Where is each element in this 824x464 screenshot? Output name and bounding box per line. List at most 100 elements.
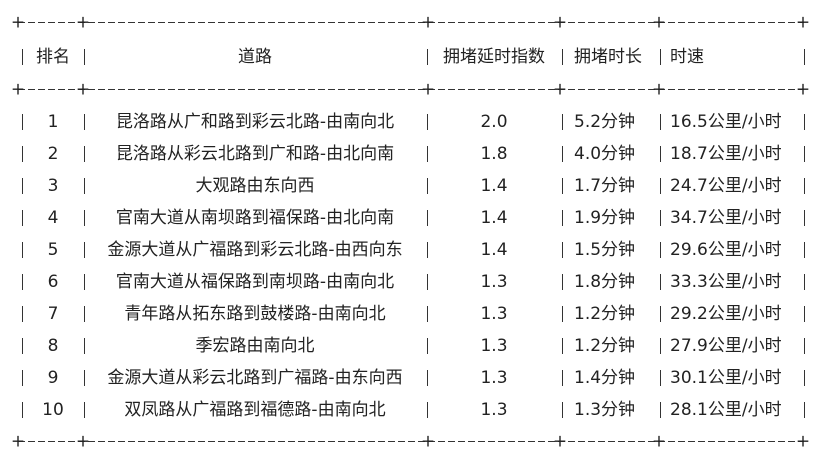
row-cell: 6: [47, 272, 59, 292]
row-cell: 2: [47, 144, 59, 164]
border-corner: +: [420, 12, 436, 33]
column-separator: [427, 338, 428, 354]
column-separator: [804, 114, 805, 130]
column-separator: [562, 210, 563, 226]
column-separator: [22, 274, 23, 290]
row-cell: 16.5公里/小时: [670, 112, 782, 132]
column-separator: [84, 49, 85, 65]
column-separator: [427, 49, 428, 65]
column-separator: [84, 402, 85, 418]
row-cell: 29.2公里/小时: [670, 304, 782, 324]
row-cell: 青年路从拓东路到鼓楼路-由南向北: [124, 304, 386, 324]
row-cell: 5.2分钟: [574, 112, 636, 132]
border-corner: +: [10, 431, 26, 452]
border-corner: +: [795, 431, 811, 452]
border-corner: +: [651, 79, 667, 100]
column-separator: [660, 114, 661, 130]
column-separator: [84, 338, 85, 354]
column-separator: [562, 338, 563, 354]
column-separator: [427, 274, 428, 290]
column-separator: [562, 370, 563, 386]
column-separator: [804, 338, 805, 354]
column-separator: [804, 210, 805, 226]
row-cell: 1.2分钟: [574, 336, 636, 356]
column-separator: [562, 178, 563, 194]
column-separator: [660, 306, 661, 322]
border-corner: +: [651, 12, 667, 33]
column-separator: [427, 178, 428, 194]
column-separator: [427, 370, 428, 386]
column-separator: [84, 274, 85, 290]
row-cell: 1.3: [480, 368, 508, 388]
column-separator: [22, 210, 23, 226]
row-cell: 30.1公里/小时: [670, 368, 782, 388]
table-border: [18, 22, 804, 23]
row-cell: 10: [42, 400, 64, 420]
column-separator: [562, 306, 563, 322]
row-cell: 5: [47, 240, 59, 260]
row-cell: 1.3: [480, 272, 508, 292]
border-corner: +: [75, 12, 91, 33]
column-separator: [660, 338, 661, 354]
border-corner: +: [552, 12, 568, 33]
row-cell: 昆洛路从广和路到彩云北路-由南向北: [115, 112, 395, 132]
header-cell: 排名: [36, 47, 70, 67]
column-separator: [562, 274, 563, 290]
border-corner: +: [75, 431, 91, 452]
column-separator: [427, 242, 428, 258]
column-separator: [804, 49, 805, 65]
border-corner: +: [10, 12, 26, 33]
header-cell: 道路: [238, 47, 272, 67]
column-separator: [84, 242, 85, 258]
column-separator: [562, 114, 563, 130]
column-separator: [660, 370, 661, 386]
column-separator: [84, 114, 85, 130]
header-cell: 时速: [670, 47, 704, 67]
row-cell: 1.2分钟: [574, 304, 636, 324]
column-separator: [660, 210, 661, 226]
row-cell: 29.6公里/小时: [670, 240, 782, 260]
column-separator: [22, 370, 23, 386]
border-corner: +: [10, 79, 26, 100]
column-separator: [804, 242, 805, 258]
row-cell: 官南大道从南坝路到福保路-由北向南: [115, 208, 395, 228]
row-cell: 季宏路由南向北: [195, 336, 315, 356]
row-cell: 1.9分钟: [574, 208, 636, 228]
row-cell: 9: [47, 368, 59, 388]
row-cell: 4.0分钟: [574, 144, 636, 164]
row-cell: 双凤路从广福路到福德路-由南向北: [124, 400, 386, 420]
row-cell: 24.7公里/小时: [670, 176, 782, 196]
row-cell: 1.5分钟: [574, 240, 636, 260]
column-separator: [562, 242, 563, 258]
row-cell: 1.4: [480, 240, 508, 260]
column-separator: [84, 306, 85, 322]
row-cell: 1.4: [480, 176, 508, 196]
border-corner: +: [420, 79, 436, 100]
column-separator: [804, 306, 805, 322]
row-cell: 1.8: [480, 144, 508, 164]
column-separator: [84, 146, 85, 162]
row-cell: 1.4分钟: [574, 368, 636, 388]
table-border: [18, 89, 804, 90]
row-cell: 金源大道从广福路到彩云北路-由西向东: [107, 240, 403, 260]
column-separator: [84, 178, 85, 194]
column-separator: [660, 402, 661, 418]
column-separator: [427, 306, 428, 322]
row-cell: 1.3: [480, 336, 508, 356]
row-cell: 官南大道从福保路到南坝路-由南向北: [115, 272, 395, 292]
table-border: [18, 441, 804, 442]
row-cell: 1: [47, 112, 59, 132]
column-separator: [804, 274, 805, 290]
row-cell: 1.4: [480, 208, 508, 228]
column-separator: [660, 146, 661, 162]
column-separator: [660, 274, 661, 290]
column-separator: [22, 338, 23, 354]
column-separator: [22, 178, 23, 194]
row-cell: 34.7公里/小时: [670, 208, 782, 228]
column-separator: [84, 370, 85, 386]
column-separator: [660, 49, 661, 65]
border-corner: +: [795, 12, 811, 33]
column-separator: [22, 402, 23, 418]
column-separator: [660, 178, 661, 194]
border-corner: +: [552, 79, 568, 100]
